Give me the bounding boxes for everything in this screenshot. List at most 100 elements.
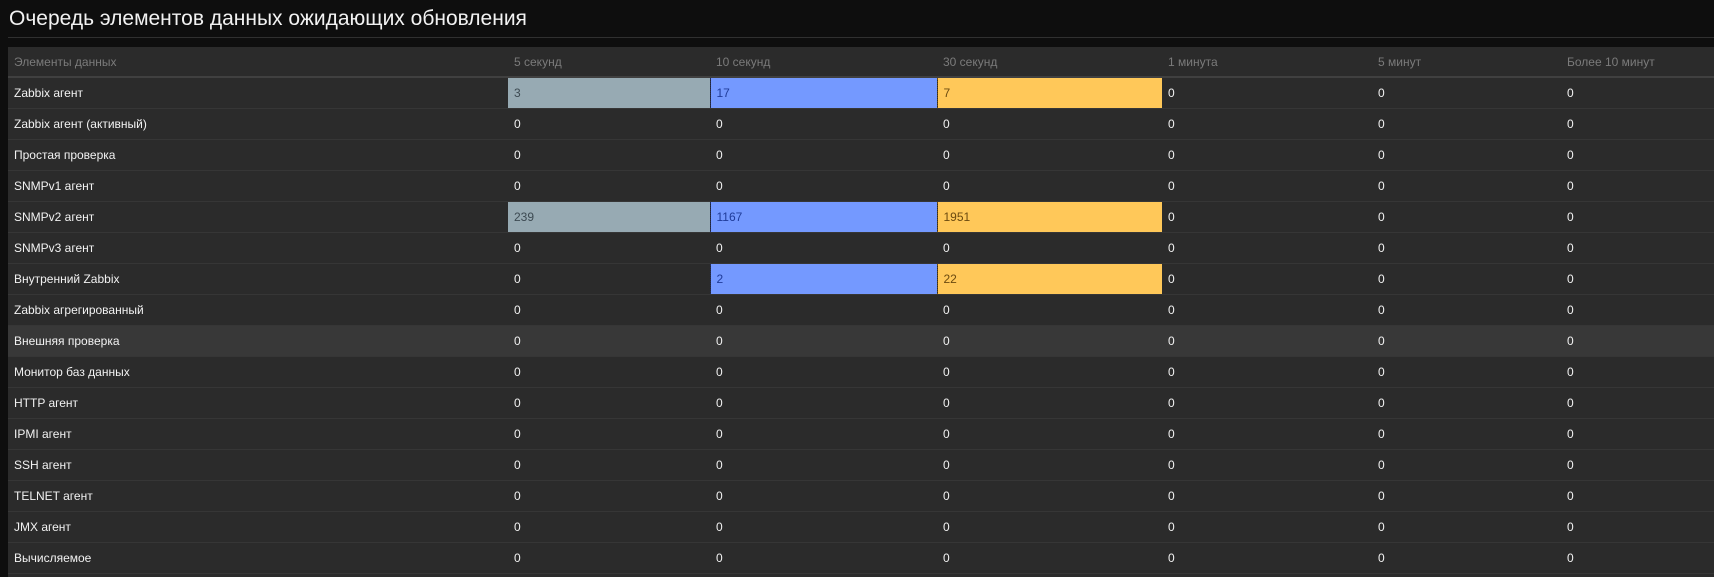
queue-count-cell: 0 — [937, 108, 1162, 140]
queue-count-cell: 0 — [937, 511, 1162, 543]
queue-count-cell: 0 — [1372, 356, 1561, 388]
table-row: Монитор баз данных 0 0 0 0 0 0 — [8, 356, 1714, 388]
queue-count-cell: 0 — [1372, 511, 1561, 543]
table-row: Внутренний Zabbix 0 2 22 0 0 0 — [8, 263, 1714, 295]
queue-count-cell: 0 — [1162, 418, 1372, 450]
item-type-name: JMX агент — [8, 511, 508, 543]
queue-count-cell: 1951 — [936, 201, 1162, 233]
item-type-name: IPMI агент — [8, 418, 508, 450]
queue-count-cell: 0 — [710, 170, 937, 202]
queue-count-cell: 0 — [508, 449, 710, 481]
item-type-name: HTTP агент — [8, 387, 508, 419]
queue-count-cell: 0 — [1561, 77, 1714, 109]
queue-count-cell: 0 — [710, 387, 937, 419]
queue-count-cell: 239 — [508, 201, 710, 233]
table-row: TELNET агент 0 0 0 0 0 0 — [8, 480, 1714, 512]
queue-count-cell: 0 — [1561, 418, 1714, 450]
queue-count-cell: 0 — [508, 356, 710, 388]
queue-count-cell: 0 — [1162, 232, 1372, 264]
queue-count-cell: 0 — [1372, 232, 1561, 264]
queue-count-cell: 0 — [1372, 201, 1561, 233]
item-type-name: Внешняя проверка — [8, 325, 508, 357]
queue-count-cell: 0 — [1561, 511, 1714, 543]
queue-count-cell: 0 — [710, 356, 937, 388]
queue-count-cell: 3 — [508, 77, 710, 109]
queue-count-cell: 0 — [1372, 139, 1561, 171]
queue-count-cell: 0 — [508, 480, 710, 512]
queue-count-cell: 0 — [1162, 170, 1372, 202]
queue-count-cell: 0 — [710, 294, 937, 326]
queue-count-cell: 0 — [1561, 232, 1714, 264]
table-row: IPMI агент 0 0 0 0 0 0 — [8, 418, 1714, 450]
queue-count-cell: 0 — [1561, 449, 1714, 481]
queue-count-cell: 0 — [1372, 170, 1561, 202]
page-title: Очередь элементов данных ожидающих обнов… — [9, 7, 527, 30]
item-type-name: SSH агент — [8, 449, 508, 481]
header-5-sec: 5 секунд — [508, 47, 710, 78]
queue-count-cell: 0 — [1162, 449, 1372, 481]
queue-count-cell: 0 — [1372, 542, 1561, 574]
queue-count-cell: 17 — [709, 77, 937, 109]
queue-count-cell: 0 — [710, 232, 937, 264]
queue-count-cell: 0 — [1561, 263, 1714, 295]
queue-count-cell: 7 — [936, 77, 1162, 109]
table-row: SNMPv2 агент 239 1167 1951 0 0 0 — [8, 201, 1714, 233]
queue-count-cell: 0 — [937, 356, 1162, 388]
table-header: Элементы данных 5 секунд 10 секунд 30 се… — [8, 47, 1714, 78]
queue-count-cell: 0 — [937, 139, 1162, 171]
queue-count-cell: 0 — [1372, 263, 1561, 295]
queue-count-cell: 0 — [1372, 449, 1561, 481]
queue-count-cell: 0 — [1162, 108, 1372, 140]
queue-count-cell: 0 — [710, 325, 937, 357]
queue-count-cell: 0 — [1372, 325, 1561, 357]
table-row: JMX агент 0 0 0 0 0 0 — [8, 511, 1714, 543]
queue-count-cell: 0 — [1162, 77, 1372, 109]
title-divider — [8, 37, 1714, 38]
queue-count-cell: 0 — [1162, 356, 1372, 388]
queue-count-cell: 0 — [508, 418, 710, 450]
queue-count-cell: 0 — [508, 263, 710, 295]
queue-count-cell: 0 — [1561, 480, 1714, 512]
queue-count-cell: 0 — [1372, 480, 1561, 512]
queue-count-cell: 0 — [1561, 325, 1714, 357]
queue-count-cell: 0 — [508, 294, 710, 326]
queue-count-cell: 0 — [1372, 108, 1561, 140]
queue-count-cell: 0 — [937, 387, 1162, 419]
queue-count-cell: 0 — [1162, 387, 1372, 419]
queue-count-cell: 0 — [937, 542, 1162, 574]
header-30-sec: 30 секунд — [937, 47, 1162, 78]
header-1-min: 1 минута — [1162, 47, 1372, 78]
queue-count-cell: 0 — [508, 511, 710, 543]
queue-count-cell: 0 — [1162, 294, 1372, 326]
queue-count-cell: 22 — [936, 263, 1162, 295]
queue-count-cell: 0 — [1372, 294, 1561, 326]
queue-count-cell: 0 — [1372, 418, 1561, 450]
table-row: SNMPv3 агент 0 0 0 0 0 0 — [8, 232, 1714, 264]
item-type-name: Простая проверка — [8, 139, 508, 171]
queue-count-cell: 0 — [937, 449, 1162, 481]
header-items: Элементы данных — [8, 47, 508, 78]
queue-count-cell: 0 — [1162, 480, 1372, 512]
header-over-10-min: Более 10 минут — [1561, 47, 1714, 78]
table-row: SNMPv1 агент 0 0 0 0 0 0 — [8, 170, 1714, 202]
queue-count-cell: 0 — [710, 418, 937, 450]
header-5-min: 5 минут — [1372, 47, 1561, 78]
table-row: Простая проверка 0 0 0 0 0 0 — [8, 139, 1714, 171]
queue-count-cell: 0 — [710, 108, 937, 140]
item-type-name: Zabbix агент — [8, 77, 508, 109]
queue-count-cell: 0 — [508, 387, 710, 419]
header-row: Элементы данных 5 секунд 10 секунд 30 се… — [8, 47, 1714, 78]
queue-count-cell: 2 — [709, 263, 937, 295]
queue-count-cell: 0 — [1162, 263, 1372, 295]
item-type-name: TELNET агент — [8, 480, 508, 512]
queue-count-cell: 0 — [1561, 356, 1714, 388]
queue-count-cell: 0 — [710, 449, 937, 481]
queue-count-cell: 0 — [508, 139, 710, 171]
table-row: Zabbix агрегированный 0 0 0 0 0 0 — [8, 294, 1714, 326]
queue-count-cell: 0 — [1162, 542, 1372, 574]
queue-count-cell: 0 — [1561, 387, 1714, 419]
queue-count-cell: 0 — [937, 480, 1162, 512]
table-row: HTTP агент 0 0 0 0 0 0 — [8, 387, 1714, 419]
item-type-name: SNMPv1 агент — [8, 170, 508, 202]
